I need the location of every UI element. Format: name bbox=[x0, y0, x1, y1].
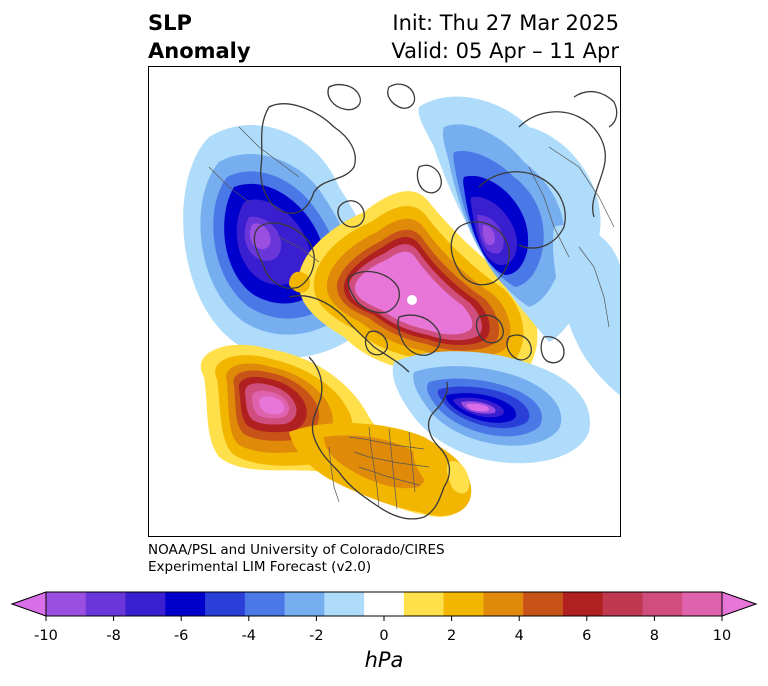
title-line-2: Anomaly bbox=[148, 39, 251, 63]
slp-anomaly-map bbox=[183, 83, 620, 520]
colorbar-segment bbox=[364, 592, 405, 616]
colorbar-tick-label: 8 bbox=[649, 628, 660, 644]
colorbar-segment bbox=[602, 592, 643, 616]
colorbar-segment bbox=[324, 592, 365, 616]
colorbar-segment bbox=[483, 592, 524, 616]
colorbar-segment bbox=[85, 592, 127, 616]
colorbar-segment bbox=[165, 592, 206, 616]
colorbar-segment bbox=[46, 592, 87, 616]
colorbar bbox=[10, 591, 758, 621]
map-title: SLP Anomaly bbox=[148, 9, 251, 65]
arctic-high-anomaly bbox=[289, 191, 538, 383]
colorbar-segment bbox=[205, 592, 246, 616]
credit-line-2: Experimental LIM Forecast (v2.0) bbox=[148, 559, 372, 575]
colorbar-tick-label: -6 bbox=[173, 628, 189, 644]
colorbar-tick-label: -10 bbox=[34, 628, 58, 644]
colorbar-segment bbox=[403, 592, 445, 616]
colorbar-tick-label: -8 bbox=[106, 628, 121, 644]
init-date: Init: Thu 27 Mar 2025 bbox=[392, 11, 619, 35]
colorbar-tick-label: 10 bbox=[712, 628, 732, 644]
colorbar-tick-label: -4 bbox=[241, 628, 257, 644]
colorbar-unit: hPa bbox=[364, 648, 404, 672]
colorbar-extend-high bbox=[721, 591, 758, 617]
colorbar-ticks bbox=[45, 616, 723, 621]
colorbar-segment bbox=[125, 592, 166, 616]
map-panel bbox=[148, 66, 621, 537]
colorbar-segment bbox=[523, 592, 564, 616]
atlantic-low-anomaly bbox=[392, 351, 590, 464]
forecast-dates: Init: Thu 27 Mar 2025 Valid: 05 Apr – 11… bbox=[391, 9, 619, 65]
political-borders bbox=[208, 126, 615, 510]
colorbar-tick-label: 0 bbox=[379, 628, 389, 644]
colorbar-tick-label: 6 bbox=[582, 628, 592, 644]
colorbar-segment bbox=[244, 592, 286, 616]
colorbar-segment bbox=[682, 592, 723, 616]
colorbar-segment bbox=[284, 592, 325, 616]
credit-text: NOAA/PSL and University of Colorado/CIRE… bbox=[148, 542, 445, 576]
colorbar-tick-label: 4 bbox=[514, 628, 524, 644]
europe-low-anomaly bbox=[418, 96, 620, 396]
colorbar-segments bbox=[46, 592, 723, 616]
north-america-positive-anomaly bbox=[289, 422, 472, 516]
colorbar-tick-label: -2 bbox=[309, 628, 324, 644]
colorbar-segment bbox=[642, 592, 683, 616]
colorbar-segment bbox=[443, 592, 484, 616]
colorbar-segment bbox=[562, 592, 604, 616]
colorbar-tick-label: 2 bbox=[446, 628, 457, 644]
colorbar-extend-low bbox=[10, 591, 47, 617]
valid-date: Valid: 05 Apr – 11 Apr bbox=[391, 39, 619, 63]
credit-line-1: NOAA/PSL and University of Colorado/CIRE… bbox=[148, 542, 445, 558]
title-line-1: SLP bbox=[148, 11, 192, 35]
